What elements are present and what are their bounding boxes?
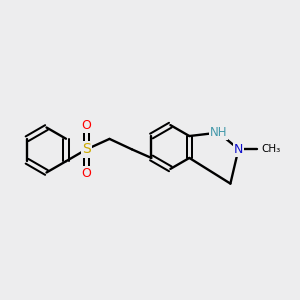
Text: S: S bbox=[82, 142, 91, 156]
Text: O: O bbox=[82, 167, 91, 180]
Text: N: N bbox=[234, 142, 243, 156]
Text: CH₃: CH₃ bbox=[261, 144, 280, 154]
Text: NH: NH bbox=[210, 126, 227, 139]
Text: O: O bbox=[82, 119, 91, 132]
